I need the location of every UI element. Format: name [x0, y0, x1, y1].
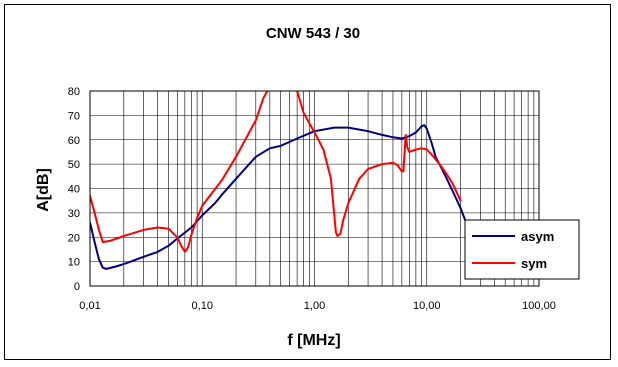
y-tick-label: 60 — [68, 135, 80, 147]
series-layer — [90, 91, 467, 270]
legend-box — [464, 219, 580, 280]
x-tick-labels: 0,01 0,10 1,00 10,00 100,00 — [79, 300, 556, 312]
y-tick-label: 40 — [68, 184, 80, 196]
y-tick-labels: 0 10 20 30 40 50 60 70 80 — [68, 86, 80, 293]
series-line-asym — [90, 124, 467, 270]
y-tick-label: 80 — [68, 86, 80, 98]
x-tick-label: 1,00 — [304, 300, 325, 312]
series-line-sym — [90, 91, 462, 253]
grid — [89, 90, 539, 287]
y-tick-label: 70 — [68, 110, 80, 122]
chart-title: CNW 543 / 30 — [266, 25, 360, 42]
legend: asym sym — [464, 219, 580, 280]
x-tick-label: 100,00 — [522, 300, 556, 312]
x-axis-label: f [MHz] — [287, 332, 340, 349]
x-tick-label: 0,01 — [79, 300, 100, 312]
y-axis-label: A[dB] — [35, 168, 52, 212]
legend-label-asym: asym — [521, 229, 554, 244]
x-tick-label: 10,00 — [413, 300, 441, 312]
plot-border — [89, 90, 540, 287]
y-tick-label: 0 — [74, 281, 80, 293]
y-tick-label: 30 — [68, 208, 80, 220]
y-tick-label: 20 — [68, 232, 80, 244]
y-tick-label: 10 — [68, 257, 80, 269]
y-tick-label: 50 — [68, 159, 80, 171]
x-tick-label: 0,10 — [192, 300, 213, 312]
legend-label-sym: sym — [521, 256, 547, 271]
